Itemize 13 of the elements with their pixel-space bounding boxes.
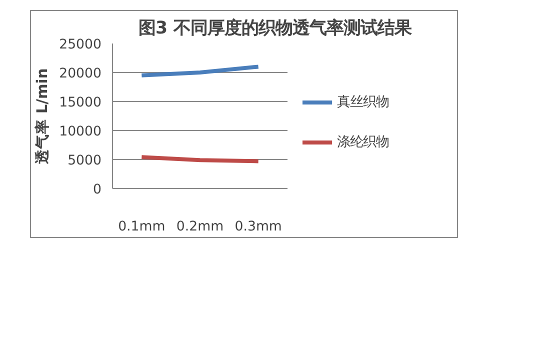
x-tick-label: 0.3mm <box>234 220 282 234</box>
y-axis-title: 透气率 L/min <box>33 68 52 165</box>
legend-label: 涤纶织物 <box>337 134 389 151</box>
x-tick-label: 0.1mm <box>118 220 166 234</box>
y-tick-label: 15000 <box>59 96 102 110</box>
legend-label: 真丝织物 <box>337 94 389 111</box>
y-tick-label: 10000 <box>59 124 102 140</box>
y-tick-label: 20000 <box>59 66 102 82</box>
chart-title: 图3 不同厚度的织物透气率测试结果 <box>138 18 413 38</box>
y-tick-label: 0 <box>93 182 102 198</box>
y-tick-label: 25000 <box>59 38 102 52</box>
x-tick-label: 0.2mm <box>176 220 224 234</box>
y-tick-label: 5000 <box>68 154 102 168</box>
